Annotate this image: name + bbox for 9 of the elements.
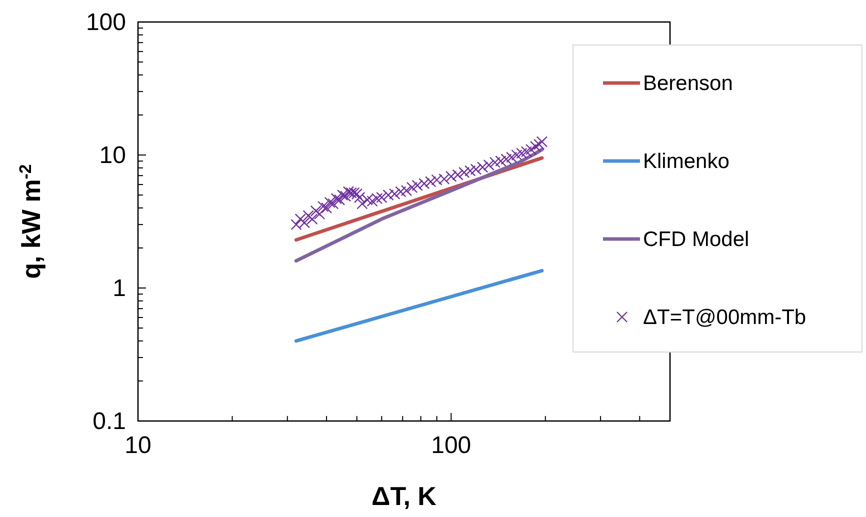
legend-label: CFD Model [643, 228, 750, 251]
y-tick-label: 10 [99, 142, 126, 169]
y-tick-label: 0.1 [92, 408, 126, 435]
legend-label: Klimenko [643, 150, 730, 173]
x-axis-title: ΔT, K [372, 481, 437, 511]
legend-label: Berenson [643, 72, 733, 95]
legend-label: ΔT=T@00mm-Tb [643, 306, 806, 329]
y-tick-label: 100 [86, 9, 126, 36]
y-tick-label: 1 [112, 275, 126, 302]
